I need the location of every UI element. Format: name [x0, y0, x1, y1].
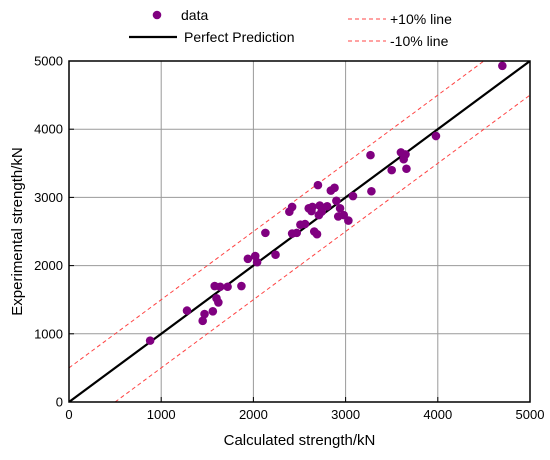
x-axis-title: Calculated strength/kN	[224, 432, 376, 449]
data-point	[215, 282, 225, 292]
data-point	[322, 201, 332, 211]
data-point	[335, 204, 345, 213]
x-tick-label: 3000	[331, 407, 360, 422]
y-axis-title: Experimental strength/kN	[9, 147, 26, 315]
series-line-10-line	[114, 94, 530, 402]
data-point	[223, 282, 232, 292]
data-point	[330, 183, 339, 193]
data-point	[348, 191, 358, 201]
legend-marker-data	[152, 10, 162, 20]
axis-ticks: 0 1000 2000 3000 4000 5000 0 1000 2000 3000 4000 50…	[34, 54, 544, 423]
data-point	[271, 250, 280, 259]
data-point	[367, 186, 376, 196]
data-point	[312, 229, 322, 239]
data-point	[182, 306, 192, 315]
plot-frame	[68, 60, 531, 403]
data-point	[208, 306, 218, 316]
data-point	[313, 180, 323, 190]
data-point	[292, 228, 302, 238]
data-point	[498, 61, 507, 71]
data-point	[401, 150, 410, 159]
legend-label-dashed-line: +10% line	[390, 11, 452, 27]
data-point	[300, 219, 310, 229]
x-tick-label: 0	[65, 407, 72, 422]
data-point	[332, 196, 341, 206]
x-tick-label: 1000	[147, 407, 176, 422]
data-point	[261, 228, 270, 238]
data-point	[198, 316, 207, 326]
legend: data Perfect Prediction +10% line -10% line	[129, 7, 452, 49]
legend-label-perfect-prediction: Perfect Prediction	[184, 29, 295, 45]
data-points	[145, 61, 507, 345]
y-tick-label: 4000	[34, 122, 63, 137]
data-point	[387, 165, 397, 175]
legend-label-dashed-line: -10% line	[390, 33, 449, 49]
data-point	[344, 216, 353, 225]
y-tick-label: 2000	[34, 258, 63, 273]
data-point	[243, 254, 253, 264]
y-tick-label: 3000	[34, 190, 63, 205]
x-tick-label: 2000	[239, 407, 268, 422]
data-point	[287, 202, 297, 212]
series-line-10-line	[69, 61, 485, 369]
data-point	[366, 150, 375, 160]
data-point	[402, 164, 411, 174]
data-point	[200, 309, 209, 319]
legend-label-data: data	[181, 7, 208, 23]
x-tick-label: 5000	[516, 407, 545, 422]
data-point	[308, 202, 317, 212]
data-point	[431, 131, 441, 141]
data-point	[252, 257, 262, 267]
y-tick-label: 0	[56, 395, 63, 410]
data-point	[237, 281, 246, 291]
y-tick-label: 5000	[34, 54, 63, 69]
data-point	[214, 298, 223, 307]
data-point	[145, 336, 155, 345]
data-point	[317, 207, 326, 217]
y-tick-label: 1000	[34, 326, 63, 341]
x-tick-label: 4000	[423, 407, 452, 422]
